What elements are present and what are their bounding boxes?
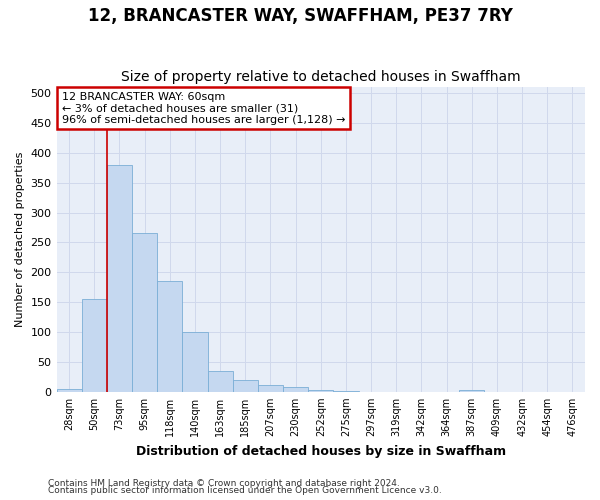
Bar xyxy=(334,391,359,392)
Bar xyxy=(56,389,82,392)
Text: 12 BRANCASTER WAY: 60sqm
← 3% of detached houses are smaller (31)
96% of semi-de: 12 BRANCASTER WAY: 60sqm ← 3% of detache… xyxy=(62,92,346,125)
Title: Size of property relative to detached houses in Swaffham: Size of property relative to detached ho… xyxy=(121,70,521,85)
Bar xyxy=(459,390,484,392)
Text: Contains HM Land Registry data © Crown copyright and database right 2024.: Contains HM Land Registry data © Crown c… xyxy=(48,478,400,488)
Bar xyxy=(233,380,258,392)
Bar xyxy=(82,299,107,392)
Bar xyxy=(107,164,132,392)
Bar xyxy=(208,371,233,392)
Bar xyxy=(258,384,283,392)
Bar xyxy=(308,390,334,392)
Y-axis label: Number of detached properties: Number of detached properties xyxy=(15,152,25,327)
Bar xyxy=(182,332,208,392)
Text: 12, BRANCASTER WAY, SWAFFHAM, PE37 7RY: 12, BRANCASTER WAY, SWAFFHAM, PE37 7RY xyxy=(88,8,512,26)
Text: Contains public sector information licensed under the Open Government Licence v3: Contains public sector information licen… xyxy=(48,486,442,495)
Bar xyxy=(132,234,157,392)
Bar xyxy=(157,282,182,392)
Bar xyxy=(283,387,308,392)
X-axis label: Distribution of detached houses by size in Swaffham: Distribution of detached houses by size … xyxy=(136,444,506,458)
